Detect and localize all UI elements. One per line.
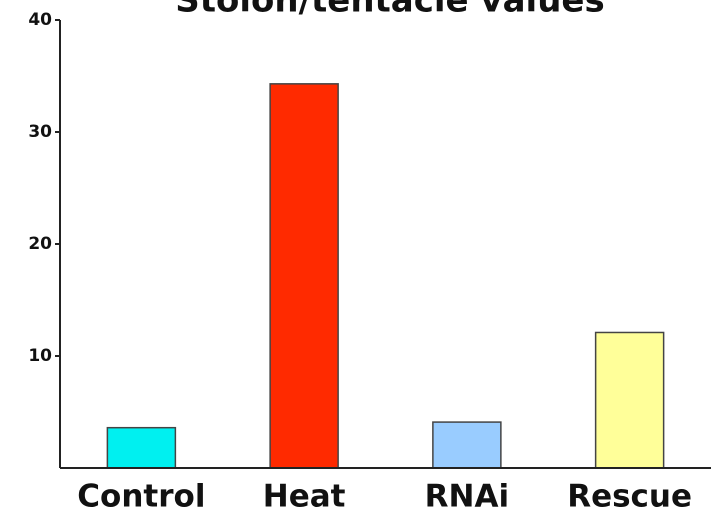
x-tick-label: RNAi: [425, 479, 509, 515]
x-tick-label: Control: [77, 479, 205, 515]
x-tick-label: Heat: [263, 479, 346, 515]
bar: [269, 83, 339, 469]
y-tick-label: 30: [28, 122, 52, 142]
bar: [594, 331, 665, 469]
chart-title: Stolon/tentacle values: [175, 0, 604, 21]
bar: [106, 426, 177, 469]
bar: [432, 421, 502, 469]
y-tick-label: 40: [28, 10, 52, 30]
x-tick-label: Rescue: [567, 479, 692, 515]
y-tick-label: 20: [28, 234, 52, 254]
y-tick-label: 10: [28, 346, 52, 366]
